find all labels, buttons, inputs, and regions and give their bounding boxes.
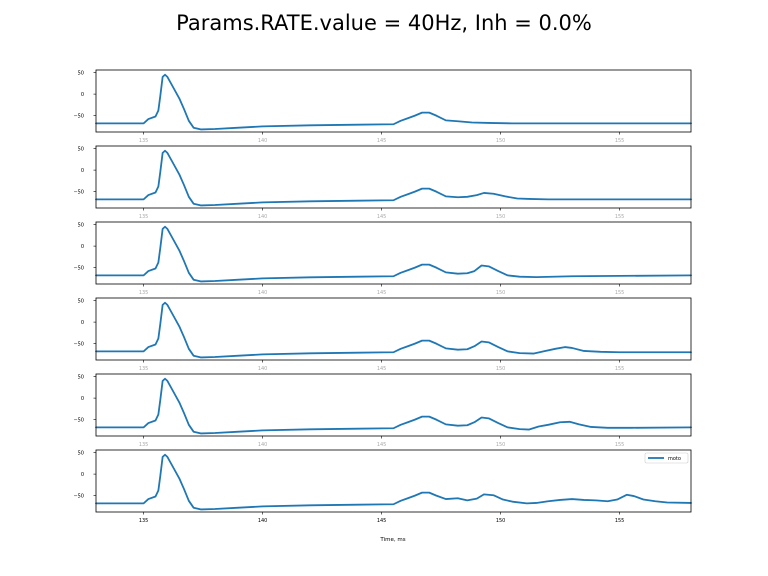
- y-tick-label: −50: [73, 493, 84, 499]
- x-tick-label: 155: [615, 442, 625, 448]
- subplot-stack: −50 0 50 135 140 145 150 155 −50 0 50 135 140 145 150 1…: [73, 69, 692, 524]
- y-tick-label: 0: [81, 168, 84, 174]
- x-tick-label: 150: [496, 366, 506, 372]
- y-tick-label: 50: [78, 70, 84, 76]
- x-tick-label: 140: [258, 518, 268, 524]
- panel-5: −50 0 50 135 140 145 150 155: [73, 373, 692, 448]
- x-tick-label: 155: [615, 290, 625, 296]
- y-tick-label: 0: [81, 244, 84, 250]
- x-tick-label: 135: [139, 290, 149, 296]
- legend: moto: [644, 452, 689, 464]
- axes-frame: [95, 297, 692, 361]
- x-tick-label: 140: [258, 214, 268, 220]
- x-tick-label: 135: [139, 366, 149, 372]
- series-line-moto: [95, 149, 692, 207]
- x-tick-label: 145: [377, 366, 387, 372]
- x-tick-label: 145: [377, 214, 387, 220]
- x-tick-label: 150: [496, 214, 506, 220]
- x-tick-label: 155: [615, 366, 625, 372]
- x-tick-label: 140: [258, 290, 268, 296]
- panel-1: −50 0 50 135 140 145 150 155: [73, 69, 692, 144]
- x-tick-label: 145: [377, 442, 387, 448]
- axes-frame: [95, 449, 692, 513]
- panel-6: −50 0 50 135 140 145 150 155 moto: [73, 449, 692, 524]
- x-tick-label: 140: [258, 442, 268, 448]
- axes-frame: [95, 221, 692, 285]
- y-tick-label: 50: [78, 146, 84, 152]
- x-tick-label: 145: [377, 518, 387, 524]
- x-axis-label: Time, ms: [379, 537, 405, 543]
- y-tick-label: 50: [78, 374, 84, 380]
- x-tick-label: 155: [615, 518, 625, 524]
- x-tick-label: 150: [496, 518, 506, 524]
- y-tick-label: 0: [81, 396, 84, 402]
- series-line-moto: [95, 225, 692, 283]
- y-tick-label: 50: [78, 450, 84, 456]
- x-tick-label: 155: [615, 214, 625, 220]
- y-tick-label: −50: [73, 417, 84, 423]
- y-tick-label: 0: [81, 92, 84, 98]
- x-tick-label: 150: [496, 290, 506, 296]
- panel-2: −50 0 50 135 140 145 150 155: [73, 145, 692, 220]
- y-tick-label: −50: [73, 189, 84, 195]
- x-tick-label: 145: [377, 138, 387, 144]
- x-tick-label: 135: [139, 442, 149, 448]
- y-tick-label: −50: [73, 113, 84, 119]
- series-line-moto: [95, 453, 692, 511]
- series-line-moto: [95, 301, 692, 359]
- panel-4: −50 0 50 135 140 145 150 155: [73, 297, 692, 372]
- axes-frame: [95, 373, 692, 437]
- x-tick-label: 155: [615, 138, 625, 144]
- legend-label: moto: [668, 456, 681, 462]
- y-tick-label: 0: [81, 472, 84, 478]
- y-tick-label: −50: [73, 265, 84, 271]
- figure-title: Params.RATE.value = 40Hz, Inh = 0.0%: [176, 11, 592, 35]
- axes-frame: [95, 145, 692, 209]
- x-tick-label: 150: [496, 138, 506, 144]
- x-tick-label: 135: [139, 138, 149, 144]
- y-tick-label: −50: [73, 341, 84, 347]
- x-tick-label: 140: [258, 366, 268, 372]
- y-tick-label: 0: [81, 320, 84, 326]
- x-tick-label: 135: [139, 518, 149, 524]
- x-tick-label: 150: [496, 442, 506, 448]
- y-tick-label: 50: [78, 222, 84, 228]
- axes-frame: [95, 69, 692, 133]
- legend-box: [644, 452, 689, 464]
- series-line-moto: [95, 377, 692, 435]
- series-line-moto: [95, 73, 692, 131]
- x-tick-label: 135: [139, 214, 149, 220]
- x-tick-label: 145: [377, 290, 387, 296]
- x-tick-label: 140: [258, 138, 268, 144]
- panel-3: −50 0 50 135 140 145 150 155: [73, 221, 692, 296]
- y-tick-label: 50: [78, 298, 84, 304]
